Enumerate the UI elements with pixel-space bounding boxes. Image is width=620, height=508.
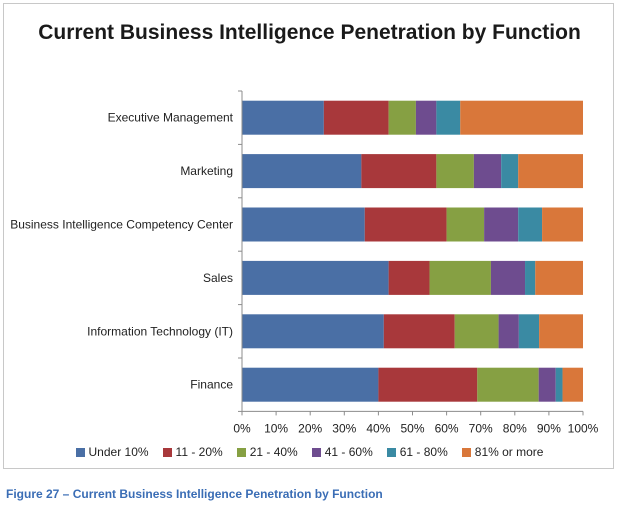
legend-item: 81% or more xyxy=(461,445,544,459)
bar-segment xyxy=(388,260,430,295)
bar-segment xyxy=(501,154,519,189)
x-tick-label: 60% xyxy=(435,421,459,435)
bar-segment xyxy=(518,207,543,242)
bar-segment xyxy=(242,207,365,242)
legend-item: 61 - 80% xyxy=(386,445,448,459)
chart-frame: Current Business Intelligence Penetratio… xyxy=(3,3,614,469)
legend-swatch xyxy=(236,447,246,457)
x-tick-label: 80% xyxy=(503,421,527,435)
bar-segment xyxy=(364,207,447,242)
legend-label: 21 - 40% xyxy=(249,445,298,459)
bar-segment xyxy=(323,100,389,135)
category-label: Executive Management xyxy=(108,111,234,125)
bar-segment xyxy=(436,154,474,189)
x-tick-label: 10% xyxy=(264,421,288,435)
x-tick-label: 50% xyxy=(400,421,424,435)
bar-segment xyxy=(562,367,583,402)
bar-segment xyxy=(436,100,461,135)
bar-segment xyxy=(460,100,583,135)
chart-title: Current Business Intelligence Penetratio… xyxy=(38,21,581,44)
bar-chart: Executive Management Marketing Business In… xyxy=(10,90,599,435)
x-tick-label: 90% xyxy=(537,421,561,435)
bar-segment xyxy=(378,367,478,402)
legend-swatch xyxy=(311,447,321,457)
bar-segment xyxy=(518,154,583,189)
x-tick-label: 30% xyxy=(332,421,356,435)
x-tick-label: 40% xyxy=(366,421,390,435)
bar-segment xyxy=(518,314,540,349)
bar-segment xyxy=(242,154,362,189)
bar-segment xyxy=(242,100,324,135)
legend-label: 61 - 80% xyxy=(399,445,448,459)
bar-segment xyxy=(538,367,556,402)
bar-segment xyxy=(454,314,499,349)
bar-segment xyxy=(242,314,384,349)
legend-item: Under 10% xyxy=(75,445,149,459)
legend-swatch xyxy=(386,447,396,457)
bar-segment xyxy=(535,260,583,295)
legend-swatch xyxy=(461,447,471,457)
bar-segment xyxy=(555,367,563,402)
legend-label: 11 - 20% xyxy=(175,445,223,459)
figure-caption: Figure 27 – Current Business Intelligenc… xyxy=(6,487,383,501)
bar-segment xyxy=(361,154,437,189)
x-tick-label: 100% xyxy=(568,421,599,435)
legend-item: 41 - 60% xyxy=(311,445,373,459)
legend-swatch xyxy=(75,447,85,457)
bar-segment xyxy=(242,367,379,402)
bar-segment xyxy=(477,367,539,402)
bar-segment xyxy=(484,207,519,242)
x-tick-label: 0% xyxy=(233,421,251,435)
bar-segment xyxy=(446,207,485,242)
bar-segment xyxy=(473,154,502,189)
bar-segment xyxy=(498,314,519,349)
legend-item: 11 - 20% xyxy=(162,445,223,459)
bar-segment xyxy=(242,260,389,295)
bar-segment xyxy=(429,260,491,295)
legend-swatch xyxy=(162,447,172,457)
bar-segment xyxy=(539,314,583,349)
legend-label: 81% or more xyxy=(474,445,544,459)
category-label: Sales xyxy=(203,271,233,285)
legend-label: Under 10% xyxy=(88,445,149,459)
legend: Under 10% 11 - 20% 21 - 40% 41 - 60% 61 - 80… xyxy=(4,445,615,459)
category-label: Information Technology (IT) xyxy=(87,324,233,338)
bar-segment xyxy=(415,100,437,135)
bar-segment xyxy=(388,100,416,135)
legend-label: 41 - 60% xyxy=(324,445,373,459)
bar-segment xyxy=(525,260,536,295)
x-tick-label: 20% xyxy=(298,421,322,435)
bar-segment xyxy=(490,260,526,295)
x-tick-label: 70% xyxy=(469,421,493,435)
category-label: Marketing xyxy=(180,164,233,178)
bar-segment xyxy=(383,314,455,349)
legend-item: 21 - 40% xyxy=(236,445,298,459)
category-label: Finance xyxy=(190,378,233,392)
bar-segment xyxy=(542,207,583,242)
category-label: Business Intelligence Competency Center xyxy=(10,218,233,232)
